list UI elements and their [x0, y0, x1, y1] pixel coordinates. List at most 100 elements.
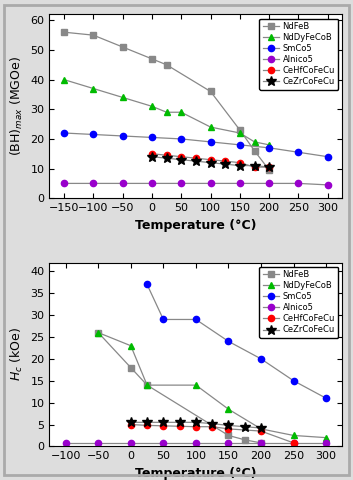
Alnico5 — [297, 180, 301, 186]
Alnico5 — [96, 440, 100, 446]
CeHfCoFeCu — [150, 151, 154, 156]
Y-axis label: $H_c$ (kOe): $H_c$ (kOe) — [9, 327, 25, 382]
Line: Alnico5: Alnico5 — [61, 180, 331, 188]
CeHfCoFeCu — [252, 164, 257, 170]
NdDyFeCoB — [150, 103, 154, 109]
CeZrCoFeCu — [259, 425, 263, 431]
NdFeB — [252, 148, 257, 154]
NdDyFeCoB — [91, 85, 96, 91]
NdDyFeCoB — [238, 130, 242, 136]
CeZrCoFeCu — [145, 420, 149, 425]
NdDyFeCoB — [252, 139, 257, 145]
CeHfCoFeCu — [292, 440, 296, 446]
SmCo5 — [297, 149, 301, 155]
Alnico5 — [194, 440, 198, 446]
NdFeB — [145, 382, 149, 388]
Alnico5 — [62, 180, 66, 186]
CeZrCoFeCu — [267, 164, 271, 170]
NdFeB — [267, 167, 271, 173]
Alnico5 — [150, 180, 154, 186]
Alnico5 — [324, 440, 328, 446]
Line: CeHfCoFeCu: CeHfCoFeCu — [128, 421, 297, 446]
NdFeB — [243, 437, 247, 443]
NdDyFeCoB — [62, 77, 66, 83]
SmCo5 — [62, 130, 66, 136]
CeZrCoFeCu — [238, 163, 242, 168]
SmCo5 — [150, 134, 154, 140]
SmCo5 — [91, 132, 96, 137]
CeZrCoFeCu — [179, 157, 184, 163]
X-axis label: Temperature (°C): Temperature (°C) — [135, 219, 257, 232]
NdDyFeCoB — [164, 109, 169, 115]
Alnico5 — [121, 180, 125, 186]
CeHfCoFeCu — [179, 154, 184, 159]
NdFeB — [129, 365, 133, 371]
CeHfCoFeCu — [129, 421, 133, 427]
Alnico5 — [259, 440, 263, 446]
CeHfCoFeCu — [267, 164, 271, 170]
CeZrCoFeCu — [252, 163, 257, 168]
CeHfCoFeCu — [194, 424, 198, 430]
Line: CeHfCoFeCu: CeHfCoFeCu — [149, 151, 272, 170]
CeHfCoFeCu — [145, 422, 149, 428]
NdDyFeCoB — [121, 95, 125, 100]
Alnico5 — [226, 440, 231, 446]
SmCo5 — [145, 282, 149, 288]
CeZrCoFeCu — [194, 158, 198, 164]
CeHfCoFeCu — [226, 426, 231, 432]
CeHfCoFeCu — [259, 428, 263, 434]
CeHfCoFeCu — [194, 156, 198, 161]
Alnico5 — [91, 180, 96, 186]
NdDyFeCoB — [145, 382, 149, 388]
NdFeB — [96, 330, 100, 336]
Alnico5 — [238, 180, 242, 186]
Line: CeZrCoFeCu: CeZrCoFeCu — [126, 418, 266, 433]
SmCo5 — [259, 356, 263, 362]
SmCo5 — [179, 136, 184, 142]
NdFeB — [62, 29, 66, 35]
Line: NdFeB: NdFeB — [95, 329, 264, 446]
NdDyFeCoB — [292, 432, 296, 438]
SmCo5 — [325, 154, 330, 159]
NdDyFeCoB — [259, 426, 263, 432]
CeZrCoFeCu — [243, 424, 247, 430]
CeZrCoFeCu — [208, 160, 213, 166]
Alnico5 — [161, 440, 166, 446]
NdFeB — [238, 127, 242, 133]
Legend: NdFeB, NdDyFeCoB, SmCo5, Alnico5, CeHfCoFeCu, CeZrCoFeCu: NdFeB, NdDyFeCoB, SmCo5, Alnico5, CeHfCo… — [259, 19, 338, 90]
Alnico5 — [129, 440, 133, 446]
SmCo5 — [267, 145, 271, 151]
Line: CeZrCoFeCu: CeZrCoFeCu — [147, 152, 274, 172]
CeHfCoFeCu — [161, 423, 166, 429]
NdFeB — [150, 56, 154, 62]
CeZrCoFeCu — [178, 420, 182, 425]
CeZrCoFeCu — [164, 156, 169, 161]
Alnico5 — [292, 440, 296, 446]
SmCo5 — [208, 139, 213, 145]
CeZrCoFeCu — [129, 420, 133, 425]
Line: NdDyFeCoB: NdDyFeCoB — [95, 329, 329, 441]
NdFeB — [259, 440, 263, 446]
CeZrCoFeCu — [223, 161, 227, 167]
Y-axis label: (BH)$_{max}$ (MGOe): (BH)$_{max}$ (MGOe) — [9, 56, 25, 156]
Line: SmCo5: SmCo5 — [61, 130, 331, 160]
CeHfCoFeCu — [223, 158, 227, 164]
SmCo5 — [161, 317, 166, 323]
NdFeB — [208, 89, 213, 95]
SmCo5 — [292, 378, 296, 384]
NdFeB — [226, 432, 231, 438]
NdDyFeCoB — [208, 124, 213, 130]
Alnico5 — [179, 180, 184, 186]
NdDyFeCoB — [194, 382, 198, 388]
CeHfCoFeCu — [208, 157, 213, 163]
NdFeB — [164, 62, 169, 68]
CeHfCoFeCu — [164, 152, 169, 158]
Alnico5 — [64, 440, 68, 446]
NdDyFeCoB — [324, 435, 328, 441]
SmCo5 — [238, 142, 242, 148]
Line: NdDyFeCoB: NdDyFeCoB — [61, 76, 272, 148]
NdFeB — [121, 44, 125, 50]
CeHfCoFeCu — [238, 160, 242, 166]
SmCo5 — [226, 338, 231, 344]
NdDyFeCoB — [226, 406, 231, 412]
